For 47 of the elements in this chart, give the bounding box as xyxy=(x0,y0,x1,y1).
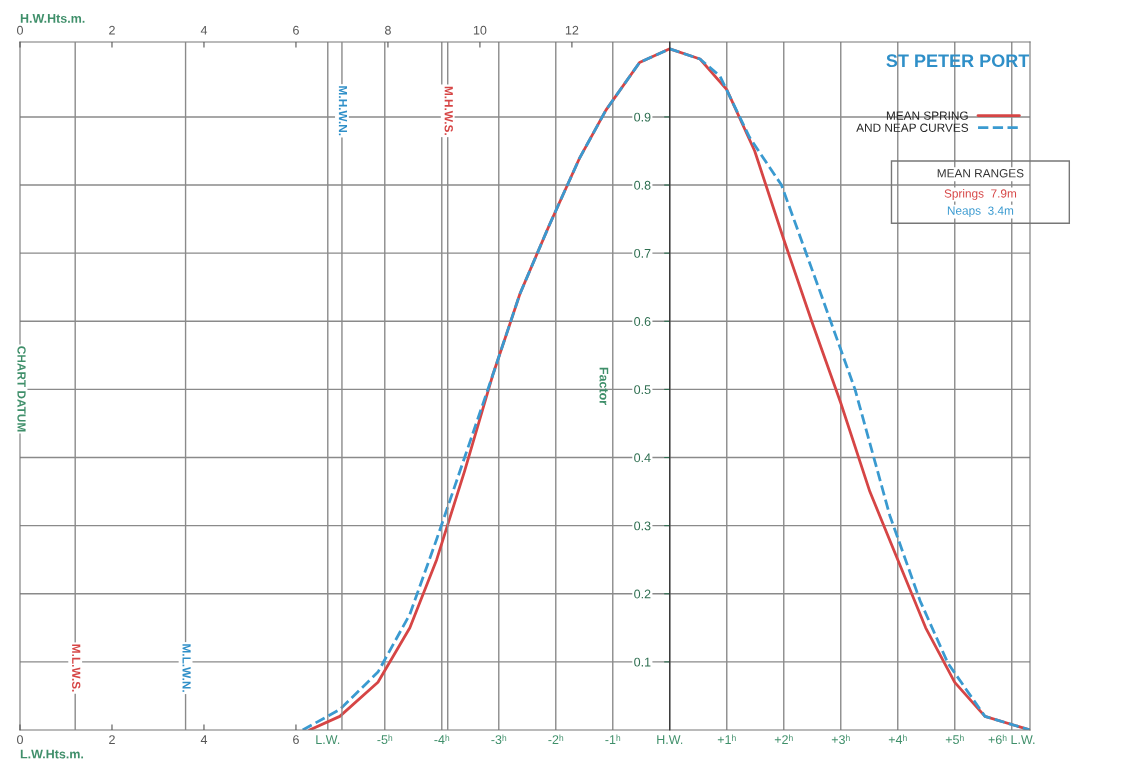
x2-tick-label: 4 xyxy=(200,25,208,35)
text: ST PETER PORT xyxy=(886,54,1030,68)
y-tick-label: 0.5 xyxy=(634,385,651,395)
x-tick-label: 6 xyxy=(293,735,299,745)
ref-line-label: M.H.W.N. xyxy=(338,86,348,136)
x2-tick-label: 2 xyxy=(109,25,115,35)
x-tick-label: -4ʰ xyxy=(434,734,450,744)
x-axis-title: L.W.Hts.m. xyxy=(20,749,84,759)
y-tick-label: 0.9 xyxy=(634,112,651,122)
x2-tick-label: 0 xyxy=(17,25,23,35)
legend-label: AND NEAP CURVES xyxy=(856,123,969,132)
ref-line-label: M.H.W.S. xyxy=(444,86,453,135)
x2-axis-title: H.W.Hts.m. xyxy=(20,14,85,23)
y-tick-label: 0.8 xyxy=(634,180,651,190)
x-tick-label: L.W. xyxy=(316,735,340,744)
x-tick-label: 4 xyxy=(200,735,208,744)
ref-line-label: M.L.W.S. xyxy=(72,644,81,692)
annotation: MEAN RANGES xyxy=(937,169,1024,178)
ref-line-label: M.L.W.N. xyxy=(182,644,191,692)
x-tick-label: +1ʰ xyxy=(717,734,736,744)
x-tick-label: +5ʰ xyxy=(945,734,964,745)
x-tick-label: -3ʰ xyxy=(491,734,507,745)
x-tick-label: +3ʰ xyxy=(831,734,850,745)
y-tick-label: 0.3 xyxy=(634,521,651,531)
y-tick-label: 0.1 xyxy=(634,657,651,667)
y-axis-title: Factor xyxy=(599,367,609,405)
x2-tick-label: 12 xyxy=(565,25,579,35)
y-tick-label: 0.2 xyxy=(634,589,651,599)
y-tick-label: 0.4 xyxy=(634,453,651,463)
legend-label: MEAN SPRING xyxy=(886,111,968,120)
x2-tick-label: 6 xyxy=(293,25,299,35)
y-tick-label: 0.6 xyxy=(634,317,651,326)
annotation: Springs 7.9m xyxy=(944,189,1017,200)
x-tick-label: +4ʰ xyxy=(888,734,907,744)
annotation: Neaps 3.4m xyxy=(947,206,1014,218)
annotation: CHART DATUM xyxy=(17,346,26,432)
x-tick-label: +2ʰ xyxy=(774,734,793,744)
x-tick-label: +6ʰ L.W. xyxy=(988,734,1035,745)
y-tick-label: 0.7 xyxy=(634,248,651,258)
x-tick-label: 0 xyxy=(17,735,23,745)
x-tick-label: 2 xyxy=(109,735,115,744)
x-tick-label: -1ʰ xyxy=(605,734,621,744)
x-tick-label: -2ʰ xyxy=(548,734,564,744)
x-tick-label: -5ʰ xyxy=(377,734,393,745)
x-tick-label: H.W. xyxy=(657,735,683,744)
x2-tick-label: 8 xyxy=(385,25,391,35)
x2-tick-label: 10 xyxy=(473,25,487,35)
